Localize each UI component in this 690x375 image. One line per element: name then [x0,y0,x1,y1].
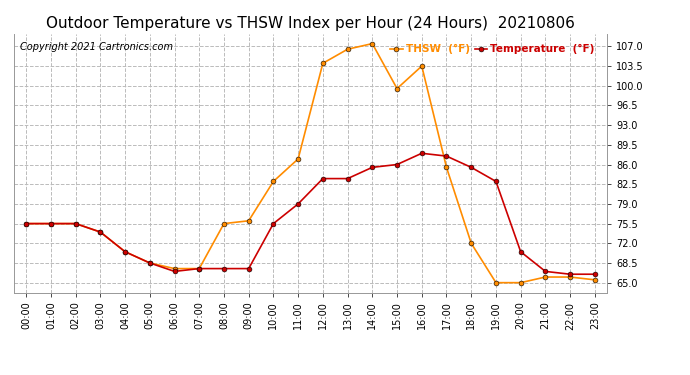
Temperature  (°F) [47,221,55,226]
Temperature  (°F) [96,230,104,234]
Temperature  (°F) [170,269,179,274]
Temperature  (°F) [417,151,426,156]
Temperature  (°F) [121,249,129,254]
Temperature  (°F) [467,165,475,170]
THSW  (°F) [368,41,377,46]
THSW  (°F) [72,221,80,226]
Temperature  (°F) [22,221,30,226]
THSW  (°F) [517,280,525,285]
THSW  (°F) [269,179,277,184]
Line: THSW  (°F): THSW (°F) [23,41,598,285]
Temperature  (°F) [244,266,253,271]
Temperature  (°F) [319,176,327,181]
THSW  (°F) [220,221,228,226]
Temperature  (°F) [72,221,80,226]
Line: Temperature  (°F): Temperature (°F) [23,151,598,277]
Temperature  (°F) [269,221,277,226]
Legend: THSW  (°F), Temperature  (°F): THSW (°F), Temperature (°F) [386,40,599,58]
THSW  (°F) [492,280,500,285]
Temperature  (°F) [344,176,352,181]
Temperature  (°F) [517,249,525,254]
THSW  (°F) [541,275,549,279]
THSW  (°F) [591,278,599,282]
Temperature  (°F) [566,272,574,276]
THSW  (°F) [319,61,327,66]
THSW  (°F) [467,241,475,246]
THSW  (°F) [417,64,426,68]
Temperature  (°F) [442,154,451,158]
THSW  (°F) [146,261,154,265]
THSW  (°F) [442,165,451,170]
THSW  (°F) [22,221,30,226]
THSW  (°F) [121,249,129,254]
Temperature  (°F) [220,266,228,271]
THSW  (°F) [96,230,104,234]
THSW  (°F) [393,86,401,91]
Temperature  (°F) [541,269,549,274]
Temperature  (°F) [195,266,204,271]
Temperature  (°F) [146,261,154,265]
Temperature  (°F) [492,179,500,184]
THSW  (°F) [47,221,55,226]
THSW  (°F) [244,219,253,223]
THSW  (°F) [294,157,302,161]
Title: Outdoor Temperature vs THSW Index per Hour (24 Hours)  20210806: Outdoor Temperature vs THSW Index per Ho… [46,16,575,31]
Text: Copyright 2021 Cartronics.com: Copyright 2021 Cartronics.com [20,42,172,51]
THSW  (°F) [170,266,179,271]
Temperature  (°F) [591,272,599,276]
THSW  (°F) [195,266,204,271]
Temperature  (°F) [368,165,377,170]
THSW  (°F) [566,275,574,279]
Temperature  (°F) [393,162,401,167]
THSW  (°F) [344,47,352,51]
Temperature  (°F) [294,202,302,206]
